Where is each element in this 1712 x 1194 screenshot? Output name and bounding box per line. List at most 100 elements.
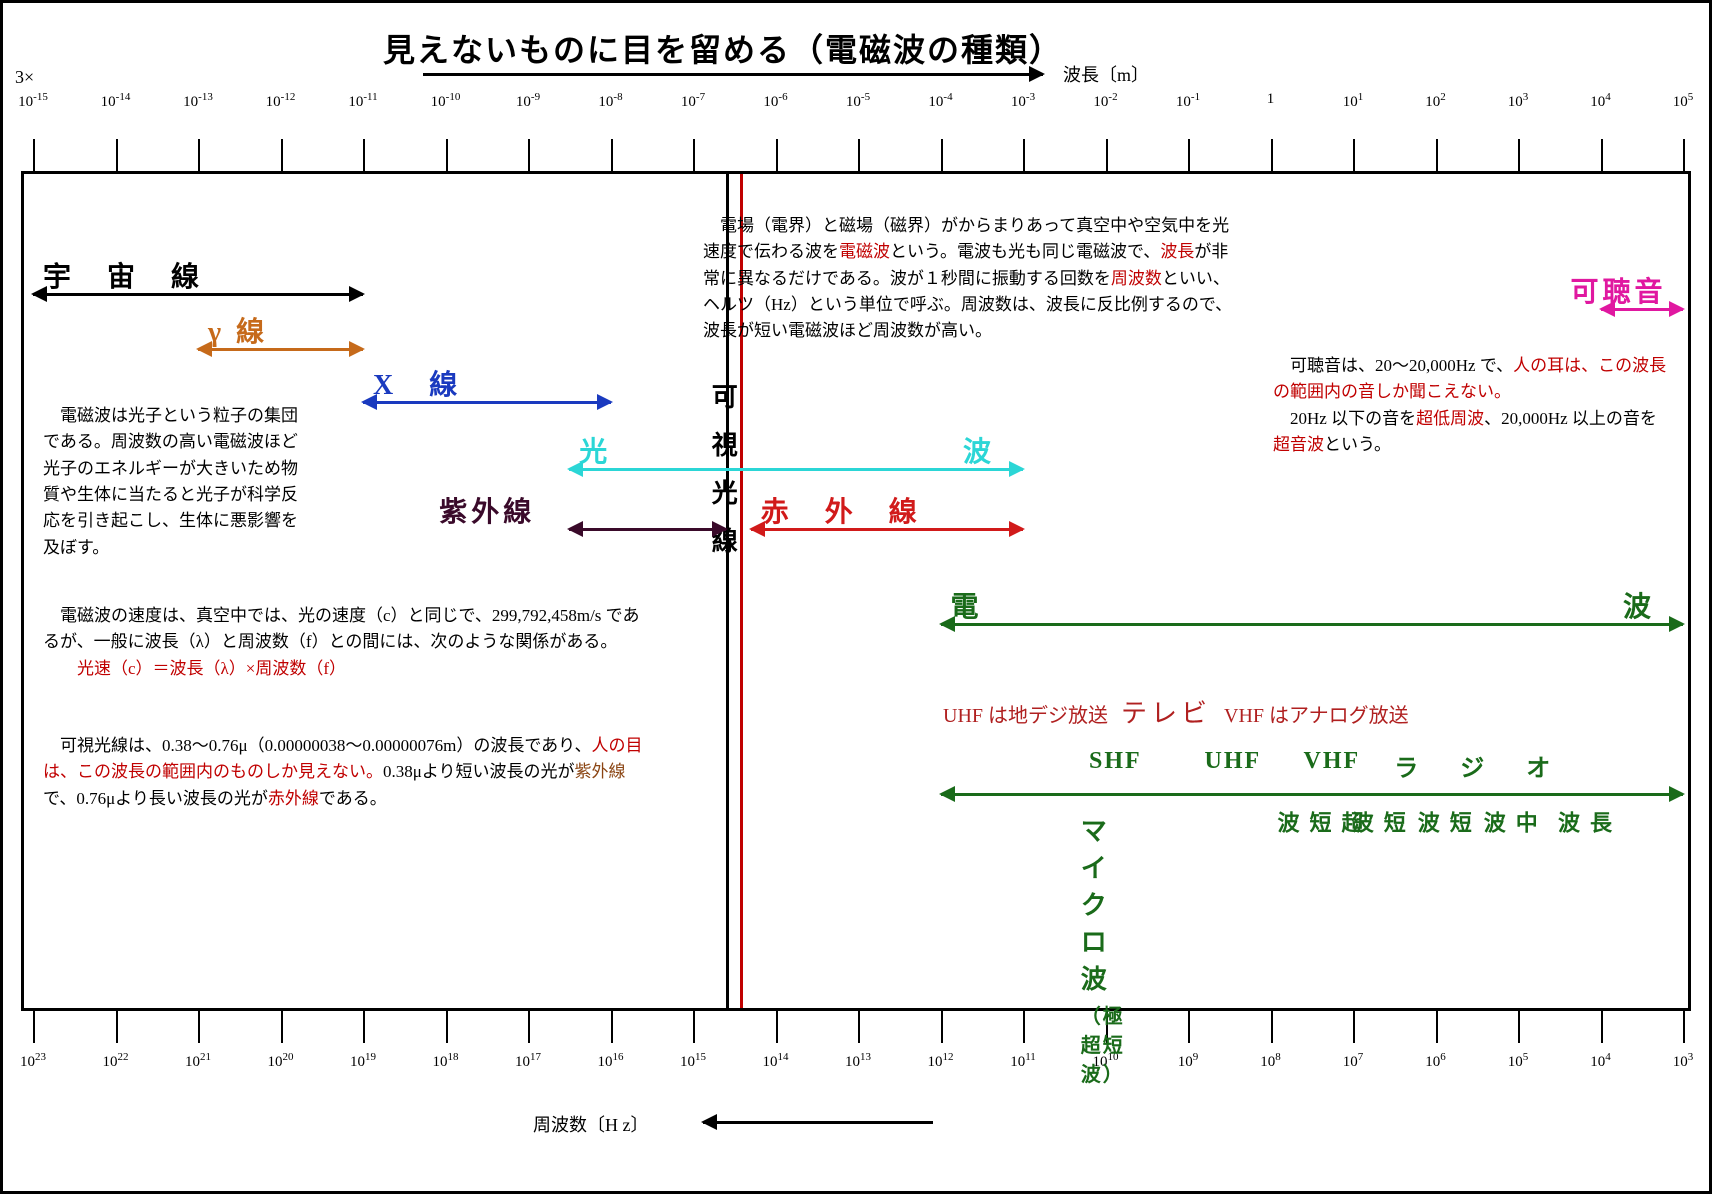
spectrum-diagram: 見えないものに目を留める（電磁波の種類） 波長〔m〕 3× 10-1510-14… bbox=[0, 0, 1712, 1194]
frequency-tick bbox=[858, 1011, 860, 1043]
tv-line: UHF は地デジ放送 テレビ VHF はアナログ放送 bbox=[943, 693, 1409, 730]
para-photon: 電磁波は光子という粒子の集団である。周波数の高い電磁波ほど光子のエネルギーが大き… bbox=[43, 403, 313, 561]
frequency-tick-label: 105 bbox=[1498, 1051, 1538, 1071]
wavelength-tick-label: 102 bbox=[1416, 91, 1456, 111]
band-label-cosmic: 宇 宙 線 bbox=[43, 255, 203, 295]
wavelength-tick bbox=[1271, 139, 1273, 171]
band-label-uv: 紫外線 bbox=[439, 490, 535, 530]
para-em: 電場（電界）と磁場（磁界）がからまりあって真空中や空気中を光速度で伝わる波を電磁… bbox=[703, 213, 1233, 345]
frequency-tick-label: 1015 bbox=[673, 1051, 713, 1071]
frequency-tick-label: 1011 bbox=[1003, 1051, 1043, 1071]
frequency-tick bbox=[776, 1011, 778, 1043]
band-arrow-radio2 bbox=[941, 793, 1684, 796]
frequency-tick-label: 109 bbox=[1168, 1051, 1208, 1071]
frequency-axis: 1023102210211020101910181017101610151014… bbox=[3, 1011, 1709, 1111]
radio-top-label: オ bbox=[1526, 748, 1552, 783]
wavelength-tick bbox=[1106, 139, 1108, 171]
wavelength-tick-label: 10-3 bbox=[1003, 91, 1043, 111]
radio-sub-label: マイクロ波（極超短波） bbox=[1081, 811, 1125, 1087]
wavelength-tick-label: 10-9 bbox=[508, 91, 548, 111]
wavelength-tick bbox=[858, 139, 860, 171]
frequency-tick-label: 1014 bbox=[756, 1051, 796, 1071]
frequency-tick bbox=[1601, 1011, 1603, 1043]
band-label-radio: 電 bbox=[951, 585, 983, 625]
wavelength-arrow bbox=[423, 73, 1043, 76]
wavelength-tick bbox=[1188, 139, 1190, 171]
frequency-tick bbox=[33, 1011, 35, 1043]
frequency-arrow bbox=[703, 1121, 933, 1124]
radio-top-label: ジ bbox=[1460, 748, 1486, 783]
wavelength-tick-label: 10-6 bbox=[756, 91, 796, 111]
radio-top-label: UHF bbox=[1205, 748, 1262, 775]
axis-top-prefix: 3× bbox=[15, 67, 34, 88]
para-audio: 可聴音は、20～20,000Hz で、人の耳は、この波長の範囲内の音しか聞こえな… bbox=[1273, 353, 1673, 458]
wavelength-tick bbox=[198, 139, 200, 171]
wavelength-tick-label: 10-11 bbox=[343, 91, 383, 111]
frequency-tick bbox=[446, 1011, 448, 1043]
wavelength-tick bbox=[363, 139, 365, 171]
wavelength-tick-label: 10-12 bbox=[261, 91, 301, 111]
wavelength-tick bbox=[33, 139, 35, 171]
wavelength-tick bbox=[281, 139, 283, 171]
visible-light-label: 可視光線 bbox=[704, 383, 741, 575]
frequency-tick bbox=[1518, 1011, 1520, 1043]
frequency-tick bbox=[281, 1011, 283, 1043]
frequency-tick-label: 1023 bbox=[13, 1051, 53, 1071]
band-label-xray: X 線 bbox=[373, 363, 461, 403]
band-label-radio-2: 波 bbox=[1623, 585, 1655, 625]
band-arrow-uv bbox=[569, 528, 726, 531]
wavelength-tick-label: 105 bbox=[1663, 91, 1703, 111]
frequency-tick-label: 1019 bbox=[343, 1051, 383, 1071]
band-label-ir: 赤 外 線 bbox=[761, 490, 921, 530]
wavelength-tick-label: 104 bbox=[1581, 91, 1621, 111]
wavelength-tick-label: 10-14 bbox=[96, 91, 136, 111]
band-arrow-radio bbox=[941, 623, 1684, 626]
wavelength-tick bbox=[1023, 139, 1025, 171]
wavelength-tick-label: 103 bbox=[1498, 91, 1538, 111]
frequency-tick-label: 106 bbox=[1416, 1051, 1456, 1071]
wavelength-tick-label: 10-10 bbox=[426, 91, 466, 111]
frequency-tick bbox=[528, 1011, 530, 1043]
wavelength-tick-label: 101 bbox=[1333, 91, 1373, 111]
frequency-tick-label: 1013 bbox=[838, 1051, 878, 1071]
frequency-tick-label: 1016 bbox=[591, 1051, 631, 1071]
wavelength-tick bbox=[693, 139, 695, 171]
radio-top-label: SHF bbox=[1089, 748, 1142, 775]
wavelength-tick bbox=[776, 139, 778, 171]
frequency-tick-label: 1021 bbox=[178, 1051, 218, 1071]
frequency-tick bbox=[693, 1011, 695, 1043]
frequency-tick-label: 1018 bbox=[426, 1051, 466, 1071]
wavelength-tick bbox=[116, 139, 118, 171]
frequency-tick-label: 1012 bbox=[921, 1051, 961, 1071]
frequency-tick bbox=[1023, 1011, 1025, 1043]
frequency-tick bbox=[611, 1011, 613, 1043]
wavelength-tick bbox=[446, 139, 448, 171]
wavelength-tick-label: 10-13 bbox=[178, 91, 218, 111]
radio-top-label: VHF bbox=[1304, 748, 1361, 775]
wavelength-tick bbox=[1353, 139, 1355, 171]
axis-bottom-label: 周波数〔H z〕 bbox=[533, 1111, 649, 1137]
frequency-tick-label: 107 bbox=[1333, 1051, 1373, 1071]
title: 見えないものに目を留める（電磁波の種類） bbox=[383, 25, 1063, 71]
frequency-tick bbox=[1683, 1011, 1685, 1043]
frequency-tick-label: 1020 bbox=[261, 1051, 301, 1071]
frequency-tick-label: 104 bbox=[1581, 1051, 1621, 1071]
radio-sub-label: 中波 bbox=[1477, 811, 1541, 835]
radio-sub-label: 長波 bbox=[1551, 811, 1615, 835]
wavelength-tick bbox=[528, 139, 530, 171]
wavelength-tick-label: 10-15 bbox=[13, 91, 53, 111]
radio-top-label: ラ bbox=[1394, 748, 1420, 783]
frequency-tick bbox=[1436, 1011, 1438, 1043]
wavelength-tick bbox=[941, 139, 943, 171]
para-speed: 電磁波の速度は、真空中では、光の速度（c）と同じで、299,792,458m/s… bbox=[43, 603, 643, 682]
wavelength-tick-label: 10-7 bbox=[673, 91, 713, 111]
frequency-tick bbox=[198, 1011, 200, 1043]
frequency-tick bbox=[116, 1011, 118, 1043]
frequency-tick bbox=[941, 1011, 943, 1043]
frequency-tick bbox=[1353, 1011, 1355, 1043]
frequency-tick bbox=[363, 1011, 365, 1043]
wavelength-tick-label: 10-1 bbox=[1168, 91, 1208, 111]
radio-sub-label: 短波 bbox=[1411, 811, 1475, 835]
wavelength-tick bbox=[1518, 139, 1520, 171]
wavelength-tick-label: 1 bbox=[1251, 91, 1291, 108]
